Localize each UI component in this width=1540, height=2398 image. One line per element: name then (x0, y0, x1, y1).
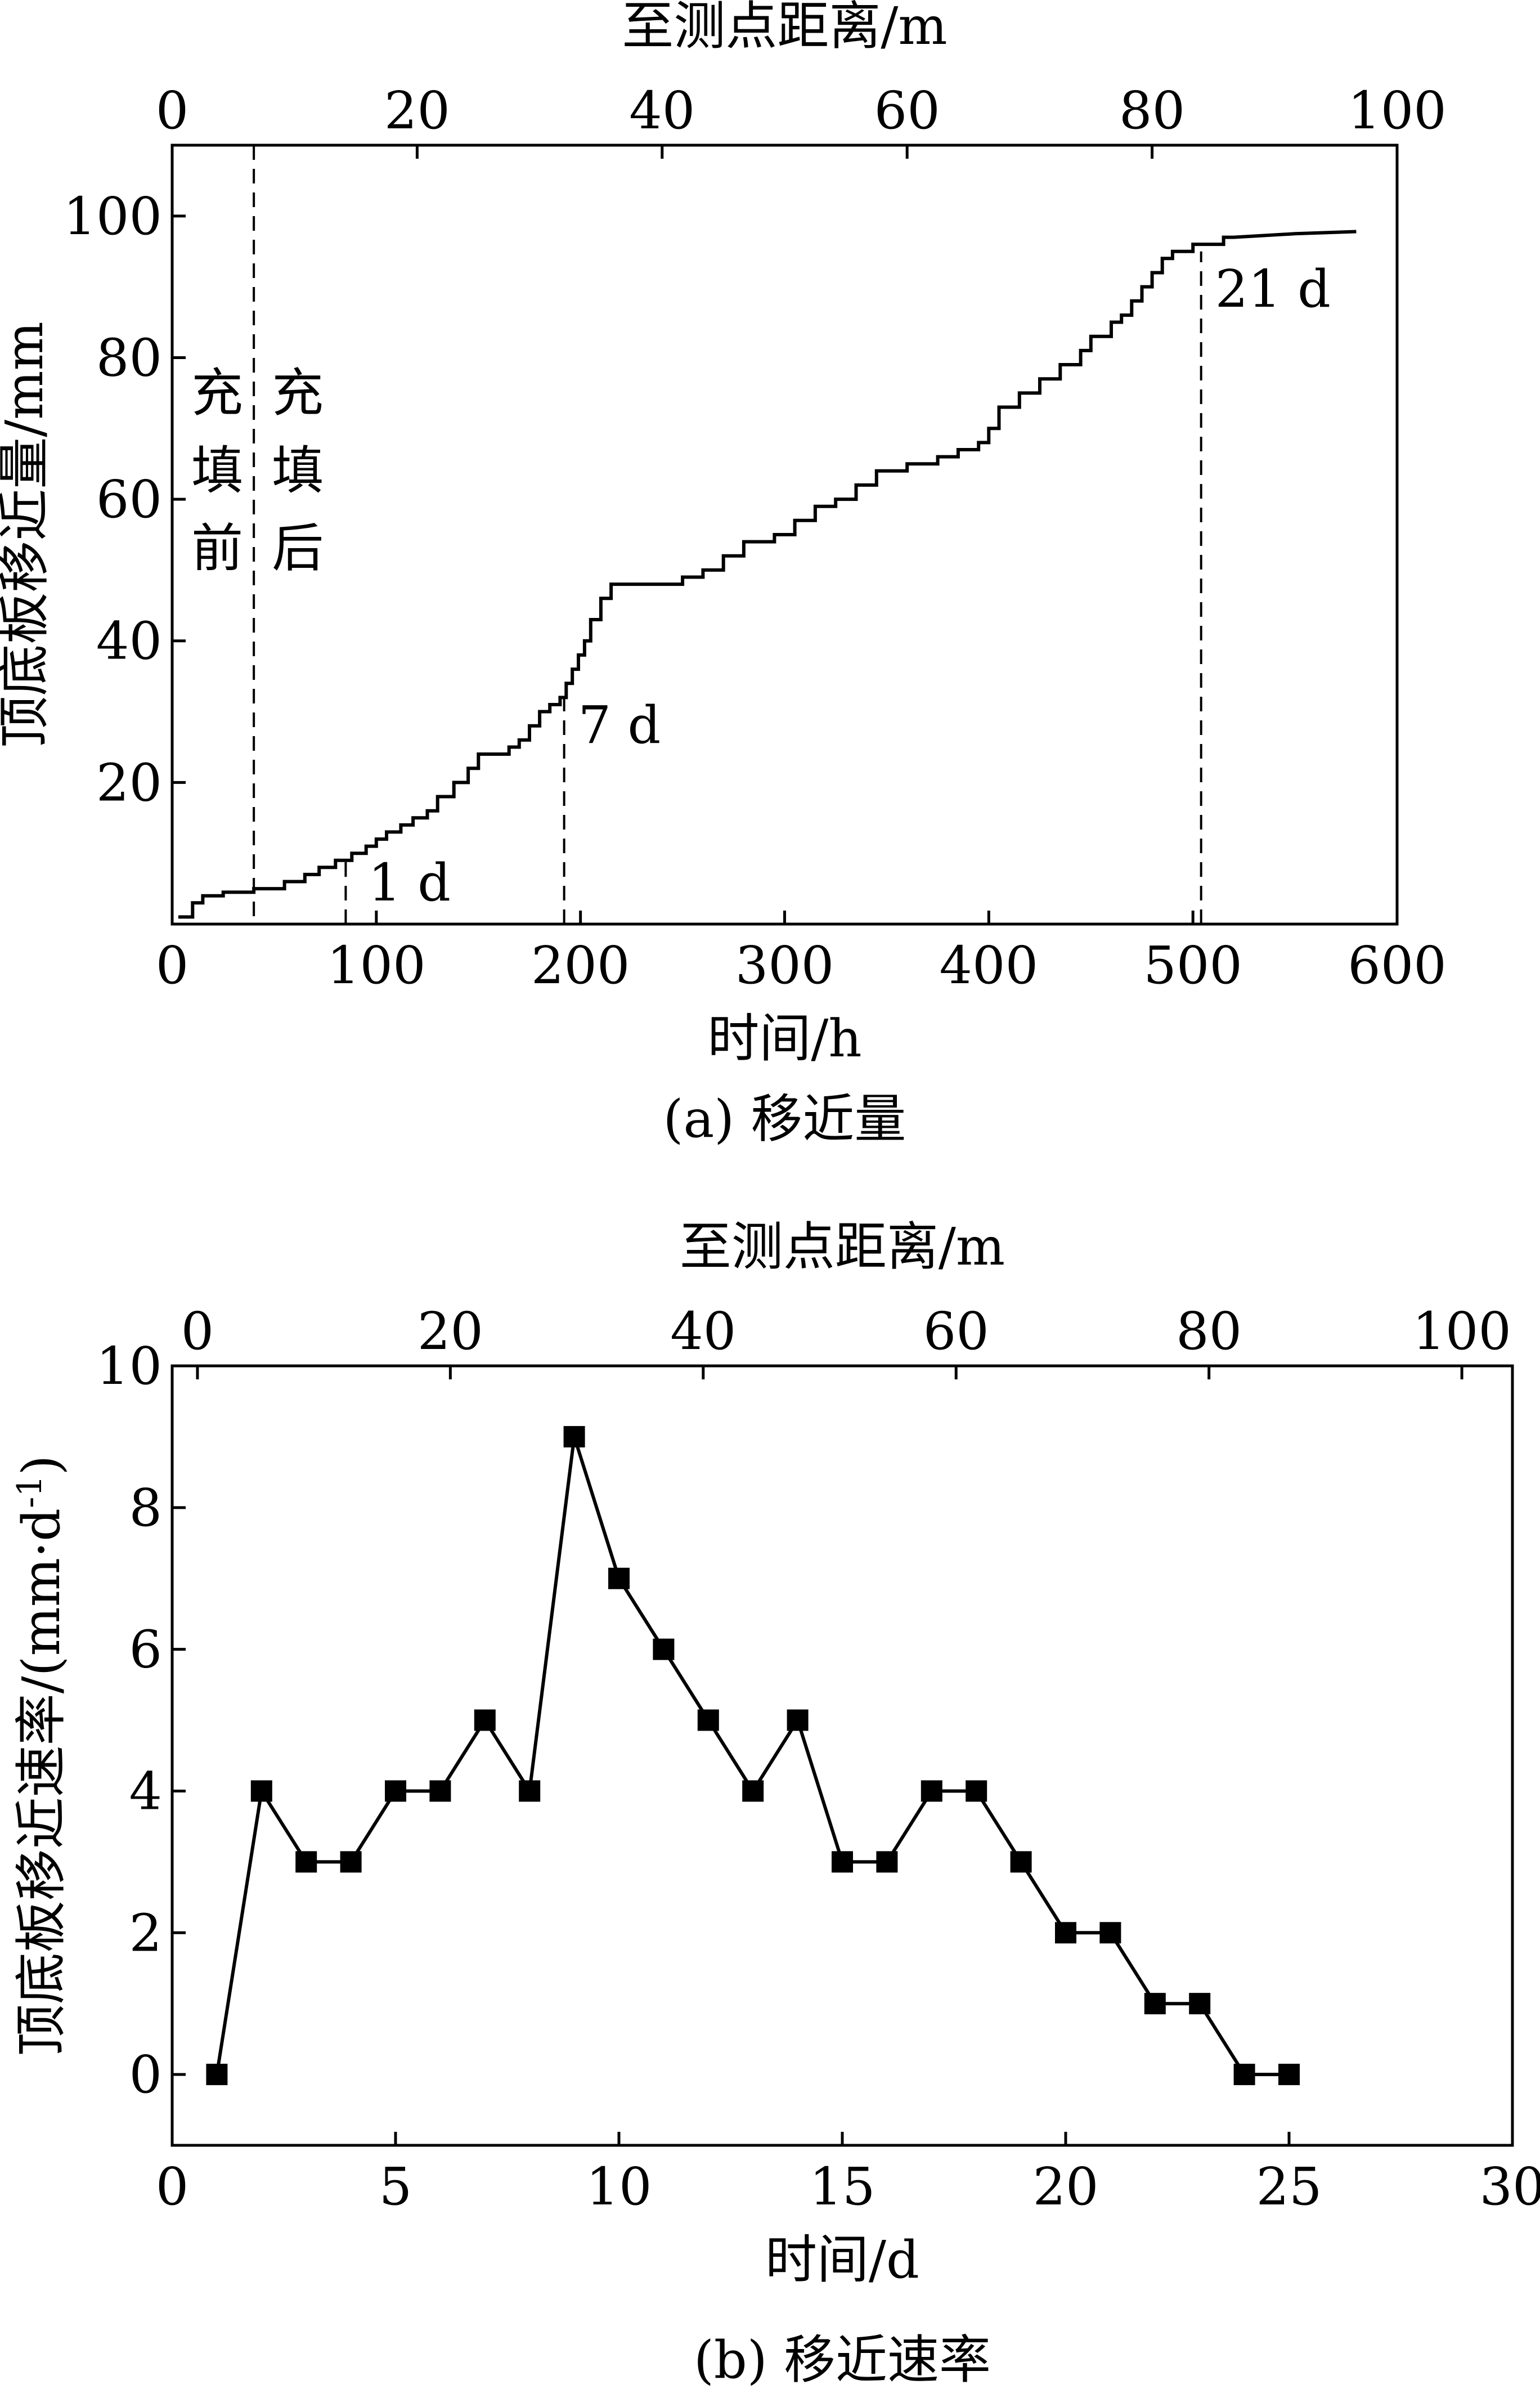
y-tick-label: 10 (96, 1336, 162, 1396)
chart-b-series-line (215, 1436, 1289, 2077)
data-point (742, 1780, 764, 1802)
top-tick-label: 60 (923, 1301, 989, 1361)
chart-a-x-axis-label: 时间/h (707, 1008, 861, 1069)
chart-b-plot-frame (170, 1364, 1514, 2147)
data-point (295, 1851, 317, 1873)
y-tick-label: 80 (96, 328, 162, 388)
annotation-before-filling: 充填前 (191, 363, 243, 579)
vertical-char: 填 (272, 441, 324, 501)
chart-a: 0 100 200 300 400 500 600 20 40 60 80 100 0 20 40 60 8… (0, 0, 1447, 1149)
top-tick-label: 100 (1412, 1301, 1511, 1361)
x-tick-label: 500 (1143, 935, 1242, 996)
top-tick-label: 60 (874, 80, 940, 141)
x-tick-label: 0 (156, 935, 189, 996)
chart-b-caption: (b) 移近速率 (694, 2330, 991, 2390)
y-tick-label: 60 (96, 469, 162, 530)
annotation-21d: 21 d (1215, 259, 1331, 319)
chart-a-y-ticks: 20 40 60 80 100 (63, 186, 186, 813)
data-point (787, 1709, 809, 1731)
chart-a-markers (253, 145, 1202, 924)
y-tick-label: 4 (129, 1761, 162, 1821)
top-tick-label: 0 (156, 80, 189, 141)
chart-b-top-axis-label: 至测点距离/m (680, 1217, 1005, 1277)
data-point (921, 1780, 942, 1802)
data-point (1189, 1993, 1211, 2015)
chart-b-y-axis-label: 顶底板移近速率/(mm·d-1) (10, 1455, 71, 2056)
top-tick-label: 80 (1119, 80, 1185, 141)
data-point (519, 1780, 541, 1802)
x-tick-label: 200 (531, 935, 630, 996)
x-tick-label: 400 (940, 935, 1039, 996)
x-tick-label: 25 (1256, 2157, 1322, 2217)
data-point (1010, 1851, 1032, 1873)
vertical-char: 充 (191, 363, 243, 423)
x-tick-label: 30 (1479, 2157, 1540, 2217)
chart-b-x-ticks: 0 5 10 15 20 25 30 (156, 2132, 1540, 2217)
chart-a-y-axis-label: 顶底板移近量/mm (0, 321, 55, 747)
data-point (966, 1780, 987, 1802)
data-point (876, 1851, 898, 1873)
data-point (1233, 2064, 1255, 2086)
annotation-after-filling: 充填后 (272, 363, 324, 579)
x-tick-label: 5 (379, 2157, 412, 2217)
chart-a-x-ticks: 0 100 200 300 400 500 600 (156, 911, 1447, 996)
data-point (653, 1638, 675, 1660)
chart-b-top-ticks: 0 20 40 60 80 100 (181, 1301, 1511, 1379)
chart-b-y-axis-label-main: 顶底板移近速率/(mm·d (11, 1508, 71, 2056)
y-tick-label: 40 (96, 611, 162, 671)
x-tick-label: 600 (1348, 935, 1447, 996)
data-point (340, 1851, 362, 1873)
x-tick-label: 300 (735, 935, 834, 996)
chart-a-top-ticks: 0 20 40 60 80 100 (156, 80, 1447, 159)
chart-b-y-axis-label-tail: ) (11, 1455, 71, 1476)
top-tick-label: 40 (629, 80, 695, 141)
top-tick-label: 100 (1348, 80, 1447, 141)
data-point (206, 2064, 228, 2086)
chart-b-x-axis-label: 时间/d (765, 2230, 919, 2290)
data-point (250, 1780, 272, 1802)
annotation-7d: 7 d (578, 695, 661, 755)
data-point (832, 1851, 853, 1873)
x-tick-label: 20 (1032, 2157, 1098, 2217)
y-tick-label: 100 (63, 186, 162, 246)
vertical-char: 后 (272, 518, 324, 579)
top-tick-label: 40 (670, 1301, 736, 1361)
top-tick-label: 20 (384, 80, 450, 141)
data-point (1144, 1993, 1166, 2015)
data-point (563, 1426, 585, 1447)
annotation-1d: 1 d (368, 853, 451, 913)
data-point (429, 1780, 451, 1802)
data-point (1099, 1922, 1121, 1944)
top-tick-label: 0 (181, 1301, 214, 1361)
data-point (1055, 1922, 1076, 1944)
top-tick-label: 20 (417, 1301, 483, 1361)
data-point (1278, 2064, 1300, 2086)
data-point (697, 1709, 719, 1731)
y-tick-label: 20 (96, 752, 162, 813)
x-tick-label: 10 (586, 2157, 652, 2217)
chart-b-y-ticks: 0 2 4 6 8 10 (96, 1336, 186, 2105)
x-tick-label: 0 (156, 2157, 189, 2217)
top-tick-label: 80 (1176, 1301, 1242, 1361)
y-tick-label: 2 (129, 1903, 162, 1963)
data-point (385, 1780, 406, 1802)
y-tick-label: 8 (129, 1478, 162, 1538)
chart-b-y-axis-label-superscript: -1 (10, 1475, 50, 1508)
vertical-char: 前 (191, 518, 243, 579)
x-tick-label: 100 (327, 935, 426, 996)
chart-a-top-axis-label: 至测点距离/m (622, 0, 947, 56)
chart-a-caption: (a) 移近量 (663, 1089, 906, 1149)
data-point (474, 1709, 496, 1731)
x-tick-label: 15 (809, 2157, 875, 2217)
chart-a-series-line (178, 230, 1357, 919)
chart-b: 0 5 10 15 20 25 30 0 2 4 6 8 10 0 20 40 60 80 100 至测点距离/… (10, 1217, 1540, 2390)
vertical-char: 充 (272, 363, 324, 423)
y-tick-label: 6 (129, 1620, 162, 1680)
data-point (608, 1567, 630, 1589)
vertical-char: 填 (191, 441, 243, 501)
chart-b-data-points (206, 1426, 1300, 2086)
y-tick-label: 0 (129, 2045, 162, 2105)
